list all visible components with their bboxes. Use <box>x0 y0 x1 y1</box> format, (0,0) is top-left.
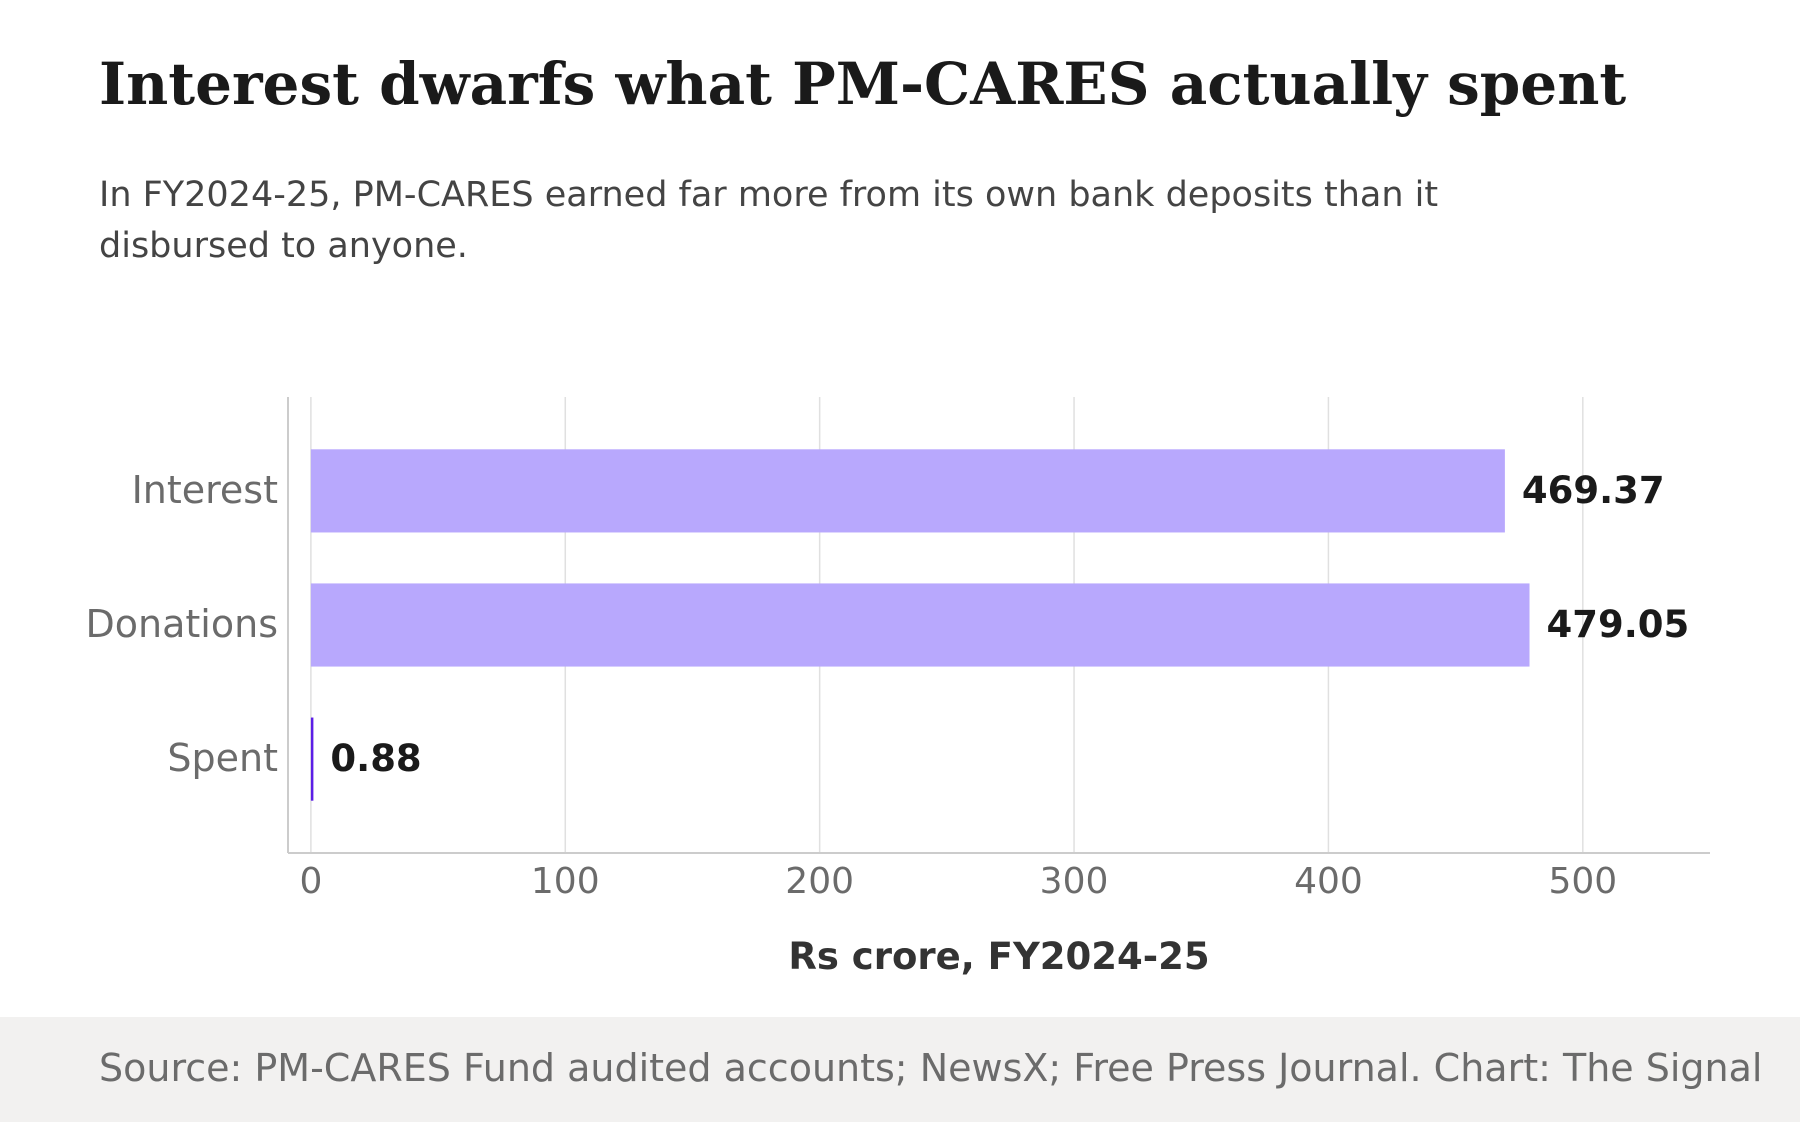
bar-interest <box>310 449 1505 533</box>
chart-title: Interest dwarfs what PM-CARES actually s… <box>99 50 1627 118</box>
y-category-label: Donations <box>86 602 278 646</box>
x-tick-label: 300 <box>1040 861 1109 902</box>
x-axis-title: Rs crore, FY2024-25 <box>788 935 1209 978</box>
y-category-label: Interest <box>132 468 278 512</box>
x-tick-label: 200 <box>785 861 854 902</box>
x-tick-label: 500 <box>1548 861 1617 902</box>
bar-chart: 0 100 200 300 400 500 Interest 469.37 Donations 4… <box>86 397 1710 978</box>
chart-subtitle: In FY2024-25, PM-CARES earned far more f… <box>99 175 1439 266</box>
bar-value-label: 479.05 <box>1547 603 1690 646</box>
bar-spent <box>310 717 314 801</box>
labels: 0 100 200 300 400 500 Interest 469.37 Donations 4… <box>86 468 1690 978</box>
bar-value-label: 469.37 <box>1522 469 1665 512</box>
y-category-label: Spent <box>167 736 278 780</box>
bars <box>310 449 1530 801</box>
footer: Source: PM-CARES Fund audited accounts; … <box>0 1017 1800 1122</box>
bar-donations <box>310 583 1530 667</box>
bar-value-label: 0.88 <box>330 737 421 780</box>
source-note: Source: PM-CARES Fund audited accounts; … <box>99 1046 1763 1090</box>
axes <box>287 397 1710 854</box>
x-tick-label: 100 <box>531 861 600 902</box>
x-tick-label: 0 <box>299 861 322 902</box>
x-tick-label: 400 <box>1294 861 1363 902</box>
